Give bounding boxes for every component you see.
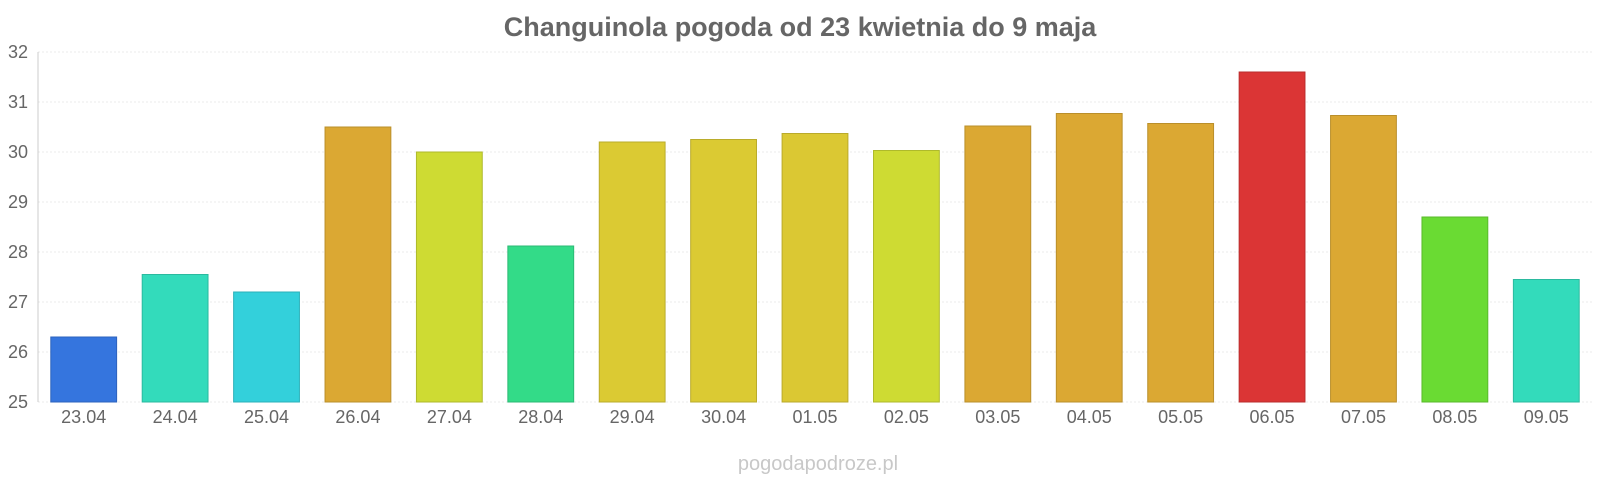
y-tick-label: 32 [8, 42, 28, 62]
bar-02.05 [873, 150, 940, 403]
y-tick-label: 31 [8, 92, 28, 112]
x-tick-label: 05.05 [1158, 407, 1203, 427]
x-tick-label: 09.05 [1524, 407, 1569, 427]
x-tick-label: 25.04 [244, 407, 289, 427]
y-tick-label: 28 [8, 242, 28, 262]
bar-05.05 [1147, 123, 1215, 403]
chart-title: Changuinola pogoda od 23 kwietnia do 9 m… [504, 12, 1098, 42]
x-tick-label: 06.05 [1250, 407, 1295, 427]
bar-28.04 [507, 245, 575, 403]
bar-04.05 [1055, 113, 1123, 403]
x-tick-label: 01.05 [792, 407, 837, 427]
x-tick-label: 03.05 [975, 407, 1020, 427]
x-tick-label: 23.04 [61, 407, 106, 427]
x-tick-label: 02.05 [884, 407, 929, 427]
y-tick-label: 26 [8, 342, 28, 362]
y-axis-ticks: 25 26 27 28 29 30 31 32 [8, 42, 28, 412]
x-tick-label: 04.05 [1067, 407, 1112, 427]
x-tick-label: 08.05 [1432, 407, 1477, 427]
x-tick-label: 24.04 [153, 407, 198, 427]
x-tick-label: 30.04 [701, 407, 746, 427]
bar-30.04 [690, 139, 757, 403]
bar-07.05 [1330, 115, 1397, 403]
bar-26.04 [324, 126, 392, 403]
bar-25.04 [233, 291, 300, 403]
bar-01.05 [781, 133, 849, 403]
bars [50, 71, 1580, 403]
x-tick-label: 26.04 [335, 407, 380, 427]
bar-06.05 [1238, 71, 1306, 403]
y-tick-label: 30 [8, 142, 28, 162]
x-tick-label: 29.04 [610, 407, 655, 427]
y-tick-label: 25 [8, 392, 28, 412]
y-tick-label: 29 [8, 192, 28, 212]
bar-03.05 [964, 125, 1032, 403]
bar-27.04 [415, 151, 483, 403]
watermark: pogodapodroze.pl [738, 453, 898, 475]
bar-23.04 [50, 336, 118, 403]
bar-29.04 [598, 141, 666, 403]
x-tick-label: 07.05 [1341, 407, 1386, 427]
x-tick-label: 28.04 [518, 407, 563, 427]
x-axis-ticks: 23.04 24.04 25.04 26.04 27.04 28.04 29.04 30.04… [61, 407, 1569, 427]
x-tick-label: 27.04 [427, 407, 472, 427]
bar-09.05 [1512, 279, 1580, 403]
y-tick-label: 27 [8, 292, 28, 312]
bar-08.05 [1421, 216, 1489, 403]
bar-24.04 [141, 274, 209, 403]
